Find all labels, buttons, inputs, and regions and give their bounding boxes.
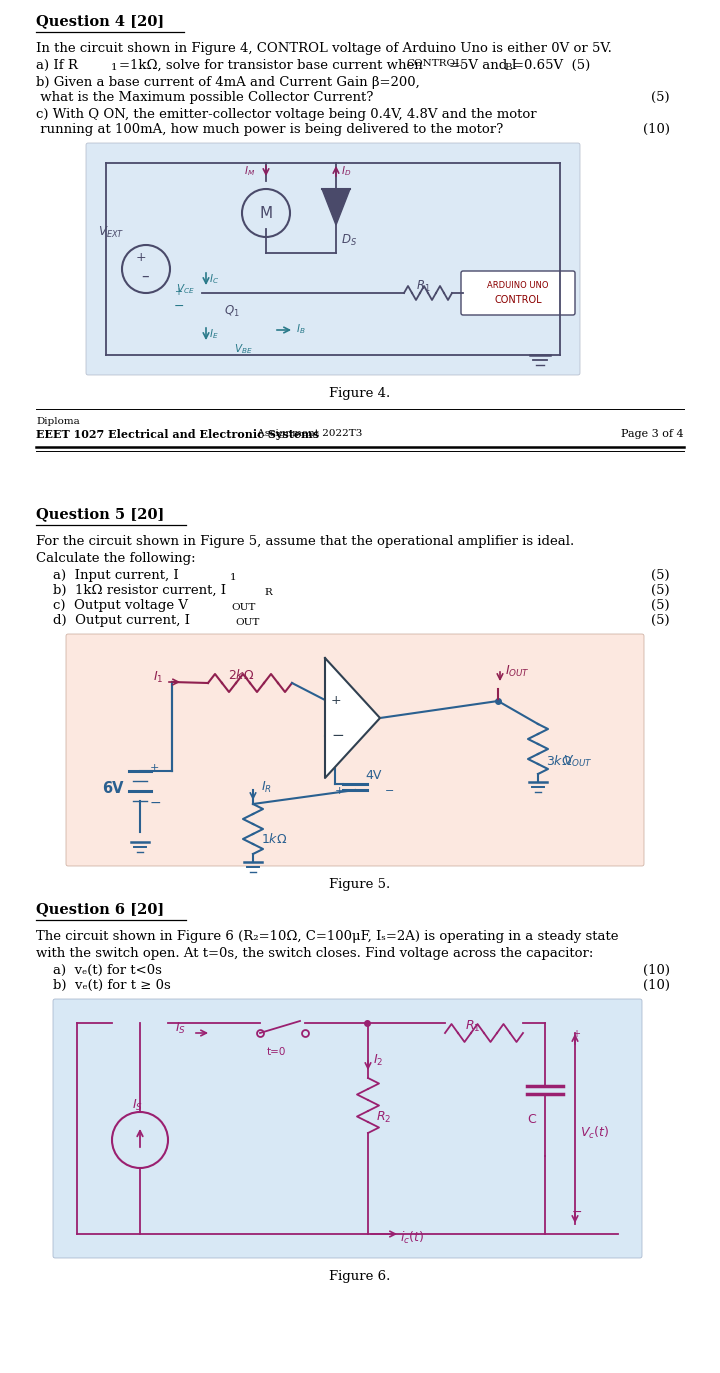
Text: $I_S$: $I_S$: [175, 1022, 186, 1037]
Text: In the circuit shown in Figure 4, CONTROL voltage of Arduino Uno is either 0V or: In the circuit shown in Figure 4, CONTRO…: [36, 43, 612, 55]
Text: $I_{OUT}$: $I_{OUT}$: [505, 665, 530, 680]
Text: 1: 1: [230, 573, 237, 582]
Text: For the circuit shown in Figure 5, assume that the operational amplifier is idea: For the circuit shown in Figure 5, assum…: [36, 535, 575, 548]
Text: −: −: [385, 785, 395, 796]
Text: $I_R$: $I_R$: [261, 780, 272, 795]
Text: $I_1$: $I_1$: [153, 670, 163, 685]
Text: (10): (10): [643, 964, 670, 978]
Text: +: +: [135, 251, 146, 264]
FancyBboxPatch shape: [461, 270, 575, 314]
Text: running at 100mA, how much power is being delivered to the motor?: running at 100mA, how much power is bein…: [36, 124, 503, 136]
Text: −: −: [331, 729, 343, 744]
Text: –: –: [141, 269, 149, 284]
Text: (5): (5): [652, 614, 670, 627]
Text: t=0: t=0: [267, 1048, 287, 1057]
Text: $Q_1$: $Q_1$: [224, 303, 240, 319]
Text: $V_{BE}$: $V_{BE}$: [234, 342, 253, 356]
Text: $V_{CE}$: $V_{CE}$: [176, 281, 194, 295]
Text: Question 5 [20]: Question 5 [20]: [36, 507, 164, 520]
Text: (10): (10): [643, 124, 670, 136]
Text: $R_1$: $R_1$: [416, 279, 431, 294]
Text: Figure 6.: Figure 6.: [329, 1270, 391, 1282]
Text: =1kΩ, solve for transistor base current when: =1kΩ, solve for transistor base current …: [119, 59, 427, 71]
Text: $i_c(t)$: $i_c(t)$: [400, 1230, 424, 1247]
Text: Figure 4.: Figure 4.: [329, 387, 391, 400]
Text: −: −: [572, 1205, 582, 1219]
Text: OUT: OUT: [235, 618, 259, 627]
Text: $1k\Omega$: $1k\Omega$: [261, 832, 287, 846]
Text: CONTROL: CONTROL: [406, 59, 462, 69]
Text: $3k\Omega$: $3k\Omega$: [546, 754, 572, 768]
Text: $I_S$: $I_S$: [132, 1098, 143, 1114]
Text: c)  Output voltage V: c) Output voltage V: [36, 599, 188, 612]
Text: =0.65V  (5): =0.65V (5): [513, 59, 590, 71]
Text: $D_S$: $D_S$: [341, 233, 357, 249]
Text: $V_c(t)$: $V_c(t)$: [580, 1124, 609, 1141]
Text: 1: 1: [111, 63, 117, 71]
Text: −: −: [174, 299, 184, 313]
Text: a) If R: a) If R: [36, 59, 78, 71]
Text: (5): (5): [652, 584, 670, 597]
Text: Figure 5.: Figure 5.: [329, 877, 391, 891]
Text: 6V: 6V: [102, 781, 124, 796]
Text: $R_2$: $R_2$: [376, 1109, 391, 1124]
Text: $V_{EXT}$: $V_{EXT}$: [98, 225, 125, 240]
Text: b) Given a base current of 4mA and Current Gain β=200,: b) Given a base current of 4mA and Curre…: [36, 76, 420, 89]
Text: $I_C$: $I_C$: [209, 272, 219, 286]
FancyBboxPatch shape: [86, 143, 580, 375]
Text: Page 3 of 4: Page 3 of 4: [621, 428, 684, 439]
Text: OUT: OUT: [231, 603, 256, 612]
Text: C: C: [527, 1114, 536, 1126]
Text: what is the Maximum possible Collector Current?: what is the Maximum possible Collector C…: [36, 91, 374, 104]
Text: a)  vₑ(t) for t<0s: a) vₑ(t) for t<0s: [36, 964, 162, 978]
Text: $2k\Omega$: $2k\Omega$: [228, 669, 254, 682]
Text: =5V and I: =5V and I: [449, 59, 517, 71]
Text: $I_B$: $I_B$: [296, 323, 305, 336]
Text: B: B: [504, 63, 512, 71]
Text: EEET 1027 Electrical and Electronic Systems: EEET 1027 Electrical and Electronic Syst…: [36, 428, 319, 439]
Text: $I_2$: $I_2$: [373, 1053, 383, 1068]
Text: +: +: [572, 1028, 580, 1039]
Text: (10): (10): [643, 979, 670, 993]
Text: (5): (5): [652, 599, 670, 612]
FancyBboxPatch shape: [53, 1000, 642, 1258]
Text: ARDUINO UNO: ARDUINO UNO: [487, 281, 549, 290]
Text: Question 4 [20]: Question 4 [20]: [36, 14, 164, 27]
Text: Diploma: Diploma: [36, 417, 80, 426]
Polygon shape: [322, 189, 350, 225]
Text: $I_E$: $I_E$: [209, 327, 219, 341]
Text: c) With Q ON, the emitter-collector voltage being 0.4V, 4.8V and the motor: c) With Q ON, the emitter-collector volt…: [36, 108, 536, 121]
Text: +: +: [174, 287, 182, 297]
Text: b)  vₑ(t) for t ≥ 0s: b) vₑ(t) for t ≥ 0s: [36, 979, 171, 993]
Text: with the switch open. At t=0s, the switch closes. Find voltage across the capaci: with the switch open. At t=0s, the switc…: [36, 947, 593, 960]
Text: $I_D$: $I_D$: [341, 165, 351, 178]
Text: +: +: [335, 785, 344, 796]
Text: a)  Input current, I: a) Input current, I: [36, 568, 179, 582]
Text: R: R: [264, 588, 271, 597]
Text: +: +: [150, 763, 159, 773]
Polygon shape: [325, 658, 380, 778]
Text: $V_{OUT}$: $V_{OUT}$: [563, 754, 593, 769]
Text: b)  1kΩ resistor current, I: b) 1kΩ resistor current, I: [36, 584, 226, 597]
Text: Assignment 2022T3: Assignment 2022T3: [254, 428, 362, 438]
Text: CONTROL: CONTROL: [494, 295, 542, 305]
Text: The circuit shown in Figure 6 (R₂=10Ω, C=100μF, Iₛ=2A) is operating in a steady : The circuit shown in Figure 6 (R₂=10Ω, C…: [36, 930, 618, 943]
Text: −: −: [150, 796, 161, 810]
Text: (5): (5): [652, 568, 670, 582]
Text: Calculate the following:: Calculate the following:: [36, 552, 196, 566]
Text: 4V: 4V: [365, 769, 382, 783]
FancyBboxPatch shape: [66, 634, 644, 866]
Text: (5): (5): [652, 91, 670, 104]
Text: +: +: [331, 693, 341, 707]
Text: $I_M$: $I_M$: [244, 165, 255, 178]
Text: M: M: [259, 206, 273, 221]
Text: d)  Output current, I: d) Output current, I: [36, 614, 190, 627]
Text: Question 6 [20]: Question 6 [20]: [36, 902, 164, 916]
Text: $R_1$: $R_1$: [465, 1019, 480, 1034]
